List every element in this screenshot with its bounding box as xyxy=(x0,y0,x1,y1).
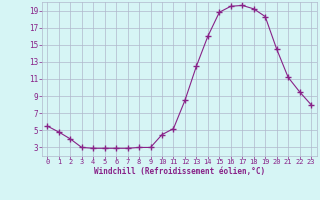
X-axis label: Windchill (Refroidissement éolien,°C): Windchill (Refroidissement éolien,°C) xyxy=(94,167,265,176)
